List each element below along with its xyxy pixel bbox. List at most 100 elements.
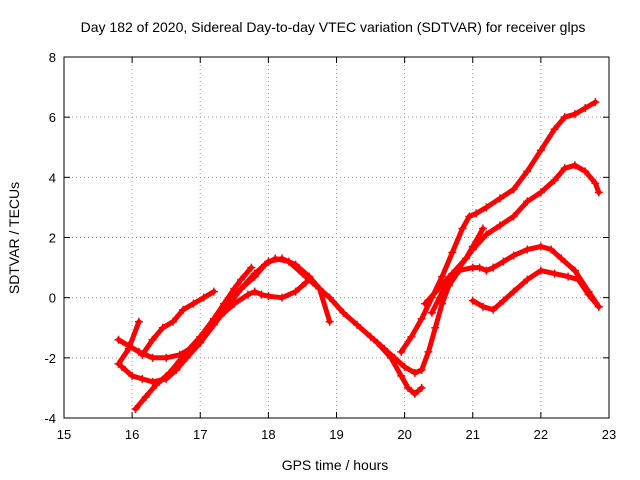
- series-track-5: [151, 263, 256, 389]
- data-point: [247, 263, 256, 272]
- data-point: [489, 263, 498, 272]
- x-tick-label: 22: [534, 427, 548, 442]
- data-point: [404, 383, 413, 392]
- data-point: [148, 353, 157, 362]
- data-point: [400, 362, 409, 371]
- data-point: [499, 296, 508, 305]
- data-point: [264, 292, 273, 301]
- y-tick-label: 4: [49, 170, 56, 185]
- data-point: [550, 125, 559, 134]
- data-point: [169, 317, 177, 326]
- data-point: [366, 332, 375, 341]
- series-line: [139, 289, 217, 358]
- series-track-11: [468, 266, 603, 314]
- plot-frame: [63, 56, 610, 419]
- x-tick-label: 15: [57, 427, 71, 442]
- series-line: [153, 265, 254, 388]
- data-point: [284, 257, 293, 266]
- data-point: [424, 347, 433, 356]
- data-point: [407, 332, 416, 341]
- data-point: [387, 353, 395, 362]
- x-axis-label: GPS time / hours: [282, 457, 389, 473]
- data-point: [591, 179, 600, 188]
- data-point: [260, 260, 269, 269]
- data-point: [594, 188, 603, 197]
- data-point: [325, 293, 334, 302]
- data-point: [581, 167, 590, 176]
- data-point: [151, 380, 160, 389]
- data-point: [237, 284, 246, 293]
- data-point: [465, 212, 474, 221]
- data-point: [114, 359, 123, 368]
- x-tick-label: 23: [602, 427, 616, 442]
- data-point: [523, 197, 532, 206]
- data-point: [141, 392, 150, 401]
- data-point: [581, 104, 590, 113]
- x-tick-label: 18: [261, 427, 275, 442]
- data-point: [570, 266, 579, 275]
- data-point: [509, 251, 518, 260]
- data-point: [523, 167, 532, 176]
- data-point: [189, 299, 198, 308]
- data-point: [570, 161, 579, 170]
- data-point: [560, 113, 569, 122]
- data-point: [431, 323, 440, 332]
- y-tick-label: -4: [44, 411, 56, 426]
- data-point: [209, 314, 218, 323]
- data-point: [550, 176, 559, 185]
- data-point: [199, 293, 208, 302]
- data-point: [557, 254, 566, 263]
- data-point: [523, 245, 532, 254]
- data-point: [536, 242, 545, 251]
- data-point: [352, 320, 361, 329]
- data-point: [312, 281, 321, 290]
- y-tick-label: 2: [49, 231, 56, 246]
- data-point: [448, 248, 457, 257]
- data-point: [291, 287, 300, 296]
- data-point: [468, 296, 477, 305]
- data-point: [478, 302, 487, 311]
- data-point: [397, 371, 406, 380]
- data-point: [237, 275, 246, 284]
- data-point: [472, 209, 481, 218]
- data-point: [243, 290, 252, 299]
- data-point: [482, 230, 491, 239]
- data-point: [182, 347, 191, 356]
- grid: [64, 57, 609, 418]
- data-point: [158, 323, 167, 332]
- data-point: [496, 221, 504, 230]
- series-line: [119, 256, 333, 385]
- data-point: [475, 263, 484, 272]
- data-point: [499, 257, 508, 266]
- data-point: [482, 203, 491, 212]
- chart-title: Day 182 of 2020, Sidereal Day-to-day VTE…: [81, 19, 586, 35]
- data-point: [536, 266, 545, 275]
- data-point: [250, 272, 259, 281]
- data-point: [165, 368, 174, 377]
- data-point: [128, 371, 137, 380]
- data-point: [427, 308, 436, 317]
- data-point: [162, 353, 171, 362]
- series-track-6: [138, 287, 218, 359]
- data-point: [325, 317, 334, 326]
- y-tick-label: 6: [49, 110, 56, 125]
- x-tick-label: 20: [397, 427, 411, 442]
- y-axis-label: SDTVAR / TECUs: [6, 182, 22, 294]
- x-tick-label: 16: [125, 427, 139, 442]
- data-point: [574, 275, 583, 284]
- data-point: [560, 164, 569, 173]
- data-point: [547, 245, 556, 254]
- series-line: [374, 340, 425, 397]
- data-point: [550, 269, 559, 278]
- data-point: [438, 272, 447, 281]
- data-point: [220, 299, 229, 308]
- data-point: [536, 188, 545, 197]
- data-point: [468, 245, 477, 254]
- data-point: [148, 335, 157, 344]
- data-point: [230, 284, 239, 293]
- data-point: [536, 146, 545, 155]
- data-point: [134, 317, 143, 326]
- data-point: [209, 287, 218, 296]
- data-point: [523, 275, 532, 284]
